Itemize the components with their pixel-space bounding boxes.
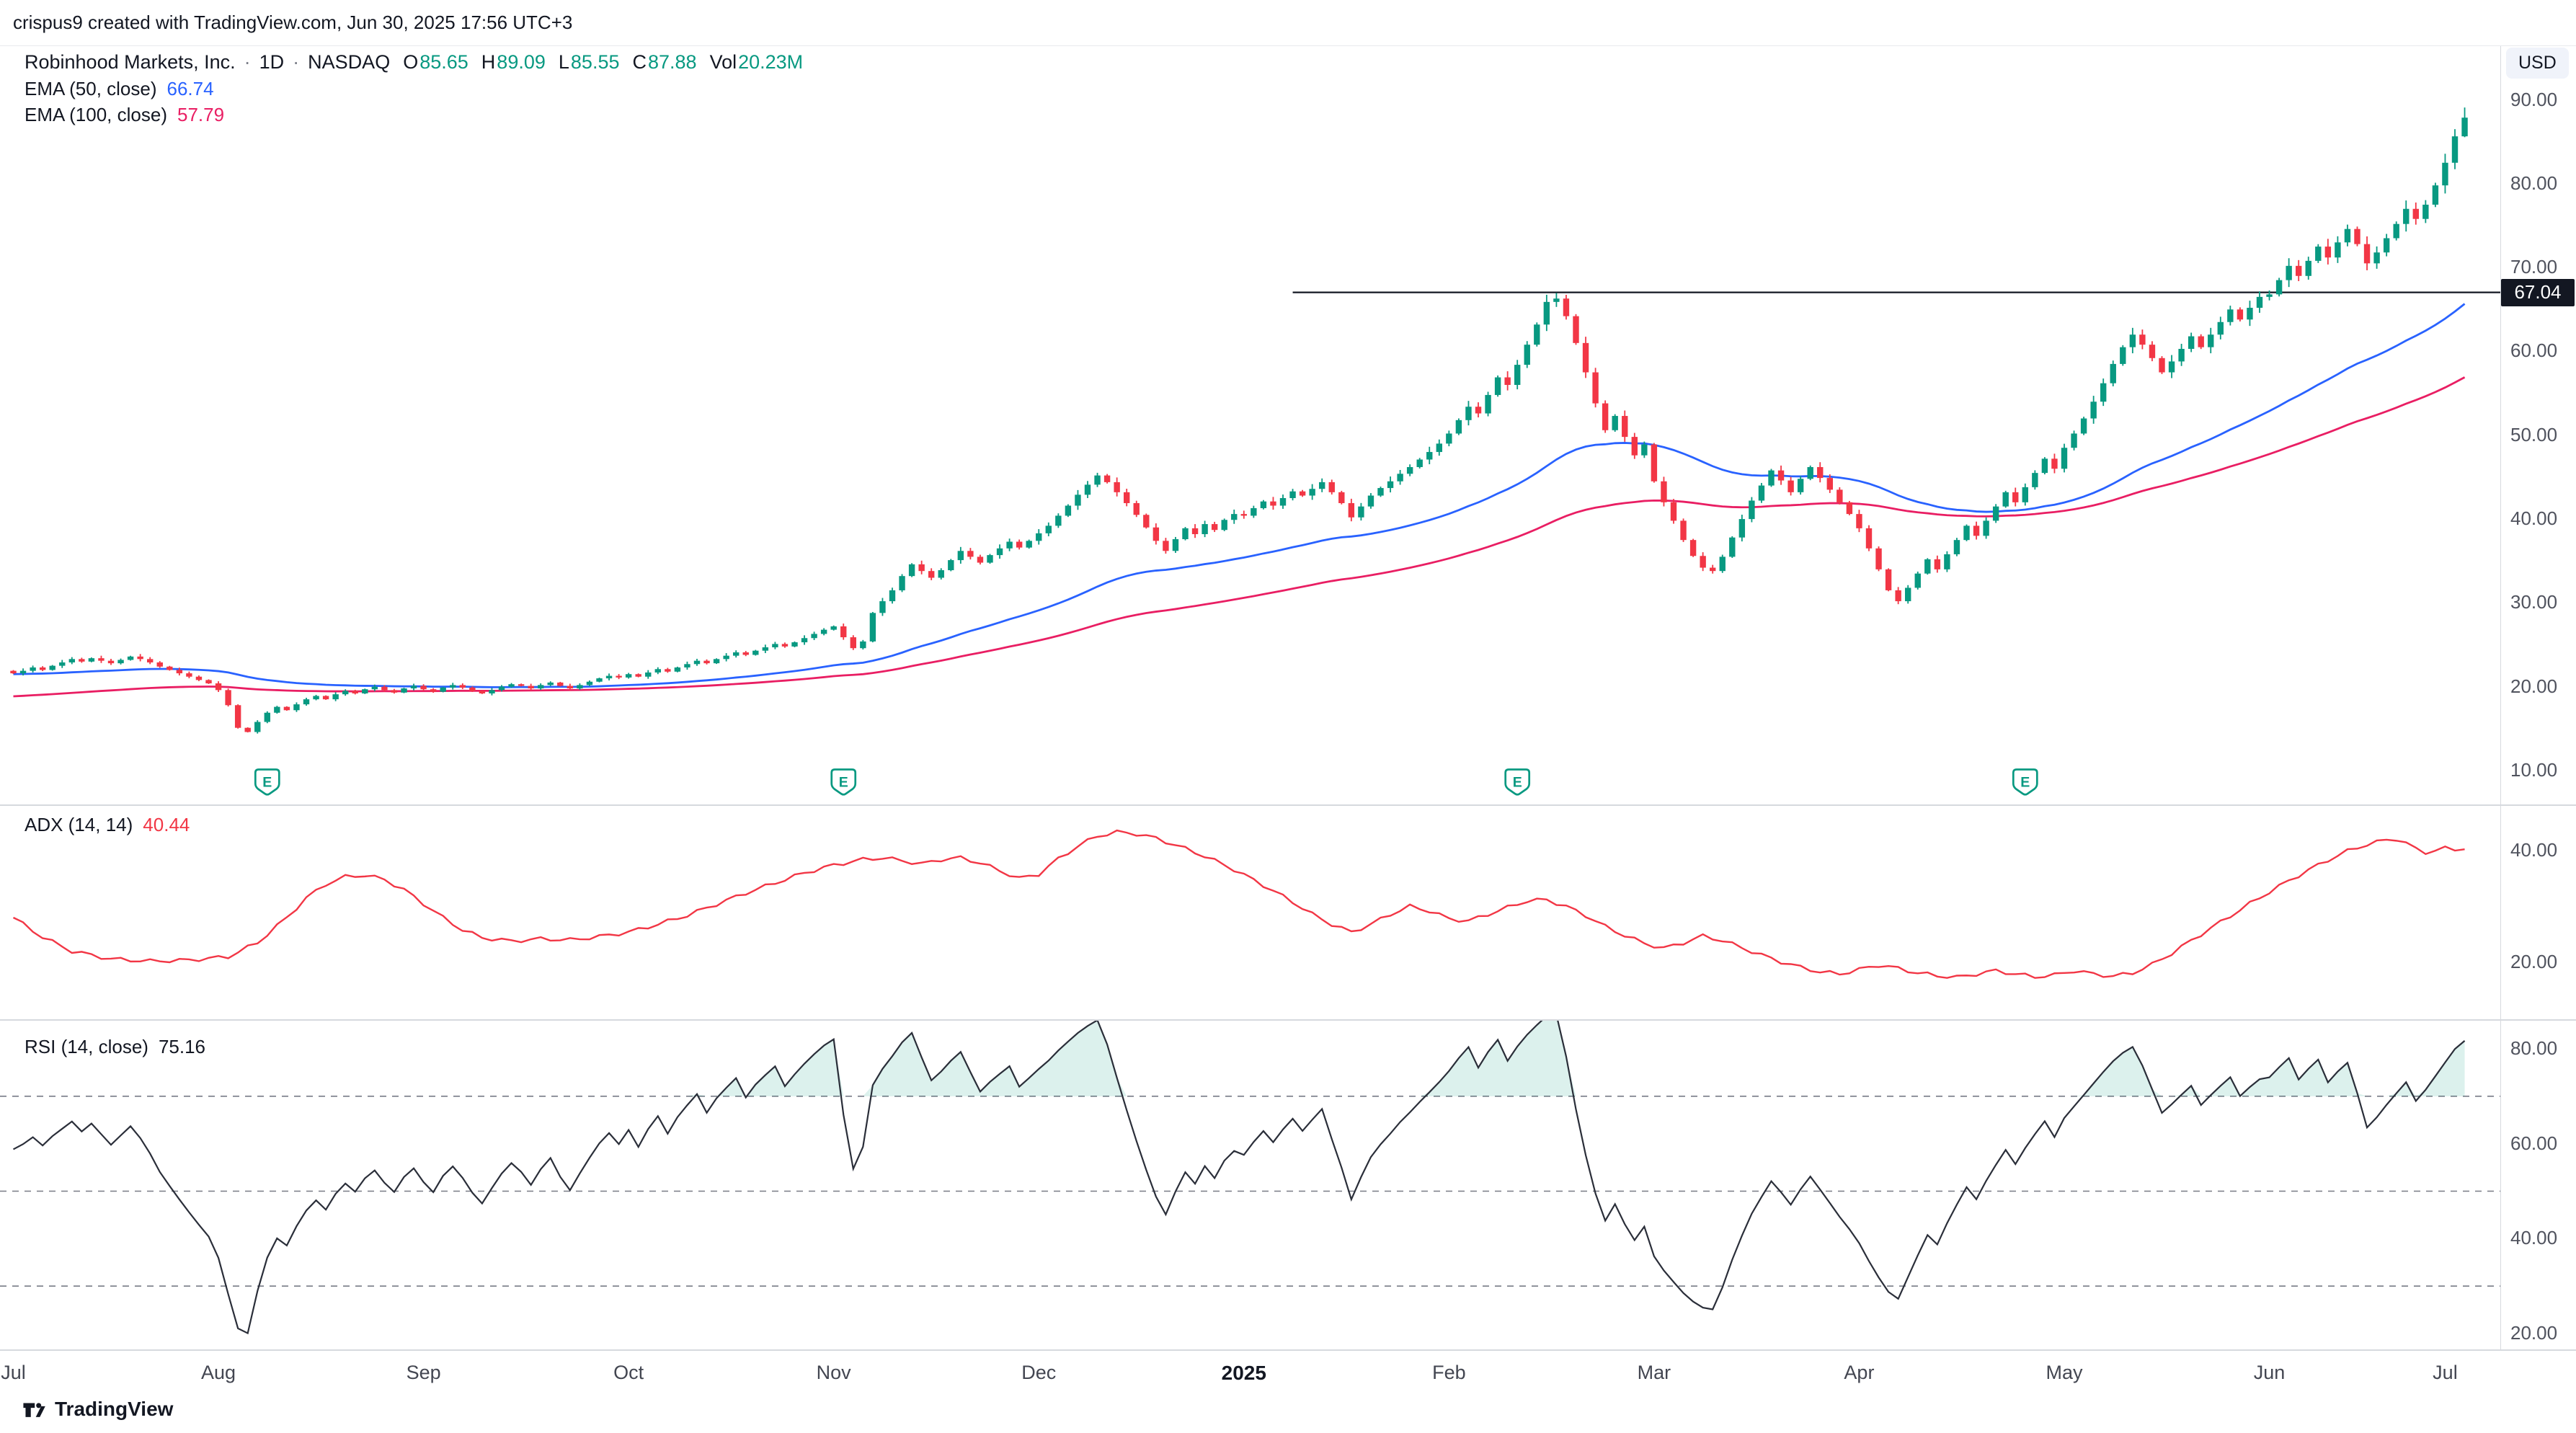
price-axis-label: 70.00: [2510, 256, 2558, 278]
rsi-axis-label: 80.00: [2510, 1037, 2558, 1059]
time-axis-label: Sep: [406, 1362, 441, 1383]
time-axis-label: Dec: [1021, 1362, 1057, 1383]
earnings-icon[interactable]: E: [2012, 768, 2038, 796]
pane-resize-handle-adx[interactable]: [0, 804, 2576, 806]
adx-value: 40.44: [143, 814, 190, 835]
price-axis-label: 80.00: [2510, 172, 2558, 194]
rsi-axis-label: 20.00: [2510, 1322, 2558, 1344]
time-axis-label: May: [2046, 1362, 2083, 1383]
legend-separator: ·: [293, 51, 300, 73]
interval-label[interactable]: 1D: [259, 51, 285, 73]
price-line-value: 67.04: [2514, 281, 2562, 303]
time-axis-label: Nov: [816, 1362, 851, 1383]
svg-text:E: E: [839, 774, 848, 790]
adx-axis-label: 40.00: [2510, 839, 2558, 861]
earnings-icon[interactable]: E: [254, 768, 280, 796]
rsi-axis-label: 60.00: [2510, 1132, 2558, 1154]
symbol-legend: Robinhood Markets, Inc. · 1D · NASDAQ O8…: [25, 50, 803, 126]
ema100-label: EMA (100, close): [25, 104, 167, 125]
time-axis-label: Jul: [1, 1362, 26, 1383]
adx-axis-label: 20.00: [2510, 951, 2558, 972]
ema50-line: [13, 303, 2466, 688]
price-axis-label: 90.00: [2510, 88, 2558, 110]
rsi-overbought-fill: [13, 1021, 2465, 1096]
price-line-badge: 67.04: [2501, 278, 2575, 306]
tradingview-logo-icon: [23, 1403, 45, 1417]
time-axis-separator: [0, 1349, 2576, 1351]
price-axis-label: 10.00: [2510, 759, 2558, 781]
adx-label: ADX (14, 14): [25, 814, 133, 835]
time-axis-label: Apr: [1844, 1362, 1875, 1383]
pane-resize-handle-rsi[interactable]: [0, 1019, 2576, 1021]
time-axis-label: Jun: [2253, 1362, 2286, 1383]
attribution-bar: crispus9 created with TradingView.com, J…: [0, 0, 2576, 46]
tradingview-branding[interactable]: TradingView: [22, 1397, 173, 1421]
ema50-label: EMA (50, close): [25, 78, 157, 99]
adx-line: [12, 829, 2465, 979]
ohlc-open: O85.65: [403, 51, 468, 73]
svg-text:E: E: [2020, 774, 2030, 790]
time-axis-label: Aug: [201, 1362, 236, 1383]
legend-separator: ·: [244, 51, 251, 73]
volume-value: Vol20.23M: [709, 51, 804, 73]
candlestick-series: [10, 107, 2468, 734]
earnings-icon[interactable]: E: [830, 768, 857, 796]
symbol-name[interactable]: Robinhood Markets, Inc.: [25, 51, 236, 73]
earnings-icon[interactable]: E: [1504, 768, 1531, 796]
ema50-value: 66.74: [166, 78, 214, 99]
time-axis-label: Oct: [613, 1362, 644, 1383]
exchange-label[interactable]: NASDAQ: [308, 51, 391, 73]
tradingview-logo-text: TradingView: [55, 1398, 174, 1420]
svg-text:E: E: [262, 774, 272, 790]
rsi-value: 75.16: [158, 1036, 206, 1057]
time-scale[interactable]: Jul Aug Sep Oct Nov Dec 2025 Feb Mar Apr May Jun Jul: [0, 1350, 2500, 1392]
ohlc-low: L85.55: [558, 51, 620, 73]
price-axis-label: 40.00: [2510, 507, 2558, 530]
ema100-line: [13, 376, 2466, 698]
currency-toggle-button[interactable]: USD: [2506, 48, 2569, 79]
rsi-line: [12, 1021, 2466, 1335]
price-axis-label: 30.00: [2510, 591, 2558, 613]
svg-text:E: E: [1513, 774, 1522, 790]
rsi-label: RSI (14, close): [25, 1036, 148, 1057]
price-scale-border: [2500, 46, 2501, 1350]
price-axis-label: 60.00: [2510, 340, 2558, 362]
time-axis-label: Feb: [1432, 1362, 1466, 1383]
attribution-text: crispus9 created with TradingView.com, J…: [13, 12, 573, 33]
ohlc-high: H89.09: [481, 51, 546, 73]
price-scale[interactable]: USD 67.04 90.00 80.00 70.00 60.00 50.00 40.00…: [2500, 0, 2576, 1433]
time-axis-label: Jul: [2433, 1362, 2458, 1383]
ema100-legend-row[interactable]: EMA (100, close) 57.79: [25, 103, 803, 126]
adx-legend-row[interactable]: ADX (14, 14) 40.44: [25, 813, 190, 836]
rsi-legend-row[interactable]: RSI (14, close) 75.16: [25, 1035, 205, 1058]
price-axis-label: 50.00: [2510, 423, 2558, 445]
price-axis-label: 20.00: [2510, 675, 2558, 697]
time-axis-label: Mar: [1637, 1362, 1671, 1383]
symbol-legend-row[interactable]: Robinhood Markets, Inc. · 1D · NASDAQ O8…: [25, 50, 803, 74]
rsi-axis-label: 40.00: [2510, 1227, 2558, 1249]
ema100-value: 57.79: [177, 104, 225, 125]
time-axis-label: 2025: [1221, 1362, 1266, 1384]
ohlc-close: C87.88: [632, 51, 697, 73]
ema50-legend-row[interactable]: EMA (50, close) 66.74: [25, 77, 803, 100]
